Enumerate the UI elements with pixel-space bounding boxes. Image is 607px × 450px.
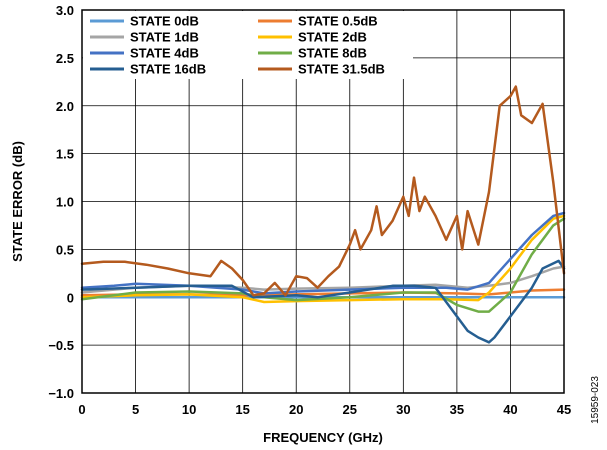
y-axis-label: STATE ERROR (dB) [10, 141, 25, 262]
y-tick-label: 0.5 [56, 242, 74, 257]
x-tick-label: 15 [235, 402, 249, 417]
x-tick-label: 20 [289, 402, 303, 417]
plot-frame [81, 9, 565, 394]
y-tick-label: 1.5 [56, 147, 74, 162]
series-line [80, 259, 566, 344]
legend-background [83, 11, 413, 79]
x-tick-label: 45 [557, 402, 571, 417]
y-tick-label: 2.0 [56, 99, 74, 114]
legend-entry: STATE 16dB [130, 62, 206, 77]
x-tick-labels: 0 5 10 15 20 25 30 35 40 45 [78, 402, 571, 417]
legend-entry: STATE 0.5dB [298, 14, 378, 29]
x-tick-label: 10 [182, 402, 196, 417]
y-tick-label: 0 [67, 290, 74, 305]
y-tick-label: 1.0 [56, 195, 74, 210]
legend-entry: STATE 31.5dB [298, 62, 385, 77]
figure-id: 15959-023 [590, 376, 601, 424]
series-line [80, 85, 566, 297]
x-tick-label: 25 [343, 402, 357, 417]
x-tick-label: 0 [78, 402, 85, 417]
x-tick-label: 40 [503, 402, 517, 417]
y-tick-label: −0.5 [48, 338, 74, 353]
series-line [80, 214, 566, 304]
legend-entry: STATE 0dB [130, 14, 199, 29]
legend-entry: STATE 8dB [298, 46, 367, 61]
x-tick-label: 35 [450, 402, 464, 417]
legend-entry: STATE 2dB [298, 30, 367, 45]
x-axis-label: FREQUENCY (GHz) [263, 430, 383, 445]
y-tick-label: 3.0 [56, 3, 74, 18]
x-tick-label: 5 [132, 402, 139, 417]
legend-entry: STATE 1dB [130, 30, 199, 45]
y-tick-labels: −1.0 −0.5 0 0.5 1.0 1.5 2.0 2.5 3.0 [48, 3, 74, 401]
y-tick-label: 2.5 [56, 51, 74, 66]
x-tick-label: 30 [396, 402, 410, 417]
series-line [80, 217, 566, 313]
series-lines [80, 85, 566, 344]
legend-entry: STATE 4dB [130, 46, 199, 61]
y-tick-label: −1.0 [48, 386, 74, 401]
